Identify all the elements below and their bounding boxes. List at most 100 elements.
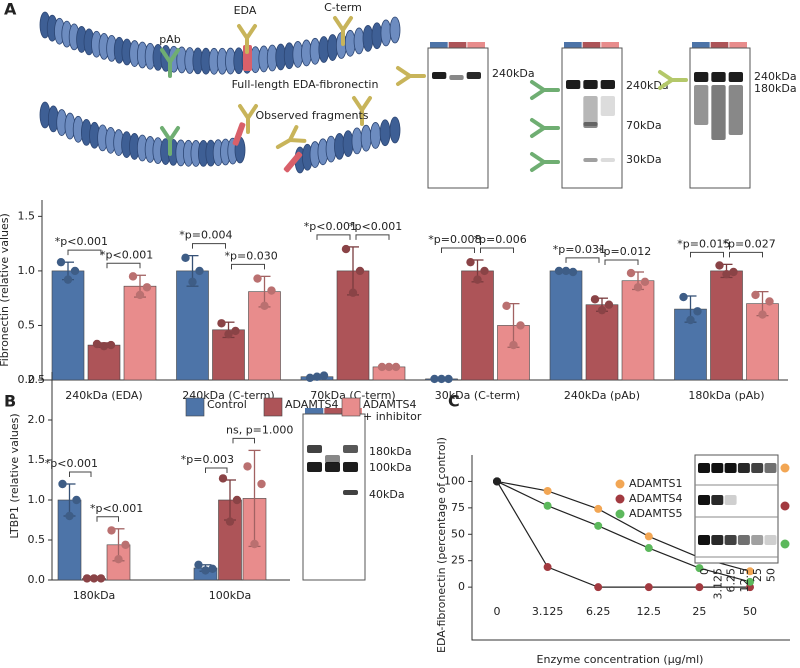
bar: [461, 270, 494, 381]
lane-marker: [305, 408, 324, 414]
antibody: [275, 125, 307, 149]
antibody-shape: [160, 48, 180, 78]
band: [343, 490, 358, 495]
diagram-label: EDA: [234, 4, 257, 17]
domain: [380, 19, 392, 47]
bar: [621, 280, 655, 381]
blot: [561, 47, 623, 189]
data-point: [312, 372, 322, 381]
y-tick-label: 1.5: [28, 453, 46, 466]
data-point: [142, 283, 152, 292]
band: [343, 445, 358, 453]
antibody-shape: [160, 126, 180, 156]
inset-lane-label: 3.125: [711, 568, 724, 600]
significance-bracket: [192, 243, 226, 249]
antibody-shape: [530, 80, 560, 100]
significance-label: *p<0.001: [55, 235, 108, 248]
y-tick-label: 50: [451, 527, 465, 540]
data-point: [568, 267, 578, 277]
data-point: [473, 275, 482, 284]
blot-label: 240kDa: [754, 70, 797, 83]
inset-blot: [694, 454, 779, 564]
significance-bracket: [355, 234, 390, 240]
band: [694, 72, 709, 82]
data-point: [99, 341, 109, 351]
antibody-shape: [275, 125, 307, 149]
x-tick-label: 3.125: [532, 605, 564, 618]
bar: [87, 344, 121, 381]
band: [698, 535, 710, 545]
band: [751, 463, 764, 473]
diagram: [39, 11, 401, 174]
data-point: [604, 300, 614, 309]
legend-marker: [615, 494, 625, 504]
lane-marker: [710, 42, 729, 48]
x-tick-label: 30kDa (C-term): [435, 389, 520, 402]
data-point: [384, 362, 394, 372]
y-tick-label: 1.5: [18, 209, 36, 222]
data-point: [391, 362, 401, 372]
data-point: [267, 286, 276, 295]
antibody: [530, 152, 560, 172]
inset-lane-label: 25: [751, 568, 764, 582]
y-tick-label: 2.0: [28, 413, 46, 426]
blot-marker: [780, 501, 790, 511]
significance-label: *p=0.012: [598, 245, 651, 258]
significance-label: *p=0.030: [225, 249, 278, 262]
y-tick-label: 25: [451, 554, 465, 567]
antibody-shape: [352, 96, 372, 126]
bar: [710, 270, 743, 381]
eda-domain: [232, 122, 246, 146]
y-tick-label: 0.0: [18, 373, 36, 386]
blot-label: 100kDa: [369, 461, 412, 474]
x-tick-label: 240kDa (C-term): [182, 389, 274, 402]
antibody: [238, 104, 258, 134]
inset-lane-label: 12.5: [738, 568, 751, 593]
data-point: [225, 517, 235, 526]
domain: [370, 122, 381, 149]
band: [600, 158, 615, 162]
antibody-shape: [238, 104, 258, 134]
x-tick-label: 240kDa (pAb): [564, 389, 640, 402]
blot-marker: [780, 463, 790, 473]
data-point: [729, 267, 738, 277]
antibody: [160, 126, 180, 156]
significance-bracket: [232, 437, 255, 444]
blots: 240kDa240kDa70kDa30kDa240kDa180kDa180kDa…: [302, 42, 797, 581]
blot: [427, 47, 489, 189]
x-tick-label: 50: [743, 605, 757, 618]
diagram-label: C-term: [324, 1, 362, 14]
significance-label: *p=0.006: [474, 233, 527, 246]
data-point: [253, 274, 262, 283]
bar: [585, 304, 619, 381]
data-point: [201, 566, 210, 575]
data-point: [693, 307, 702, 316]
data-point: [96, 574, 106, 583]
antibody-shape: [237, 24, 257, 54]
y-tick-label: 0.5: [28, 533, 46, 546]
band: [711, 495, 724, 505]
x-tick-label: 100kDa: [209, 589, 252, 602]
y-tick-label: 1.0: [18, 264, 36, 277]
domain: [389, 16, 401, 44]
legend-item: ADAMTS4: [285, 399, 339, 411]
blot-label: 30kDa: [626, 153, 662, 166]
band: [737, 535, 750, 545]
domain: [362, 25, 374, 52]
antibody-shape: [396, 66, 426, 86]
significance-label: ns, p=1.000: [226, 423, 293, 436]
data-point: [89, 574, 99, 583]
antibody-shape: [333, 16, 353, 46]
significance-bracket: [480, 247, 514, 253]
lane-marker: [729, 42, 747, 48]
band: [449, 75, 464, 80]
axes: [471, 455, 790, 641]
band: [307, 462, 322, 472]
data-point: [695, 583, 704, 592]
blot-label: 40kDa: [369, 488, 405, 501]
band: [711, 85, 726, 140]
lane-marker: [692, 42, 710, 48]
data-point: [341, 244, 351, 254]
band: [728, 85, 743, 135]
data-point: [56, 257, 66, 267]
